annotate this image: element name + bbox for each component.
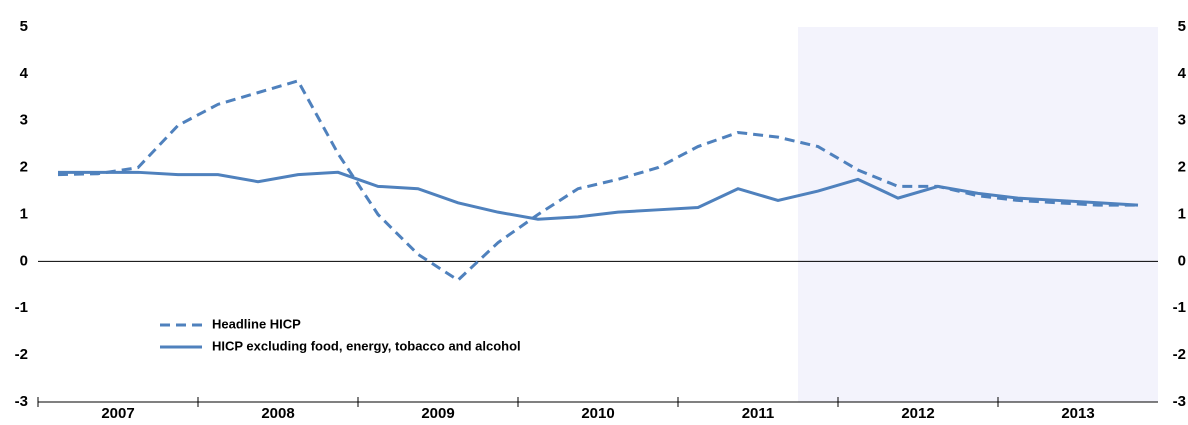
y2-tick-label: 4 bbox=[1178, 65, 1187, 82]
x-tick-label: 2010 bbox=[581, 405, 614, 422]
y-tick-label: 2 bbox=[20, 159, 28, 176]
y-tick-label: -3 bbox=[15, 393, 28, 410]
y-tick-label: 4 bbox=[20, 65, 29, 82]
x-tick-label: 2013 bbox=[1061, 405, 1094, 422]
series-line bbox=[58, 170, 1139, 221]
y-tick-label: 0 bbox=[20, 252, 28, 269]
y-tick-label: 5 bbox=[20, 18, 28, 35]
y2-tick-label: 0 bbox=[1178, 252, 1186, 269]
y2-tick-label: -3 bbox=[1173, 393, 1186, 410]
projection-shade bbox=[798, 27, 1158, 402]
y2-tick-label: -1 bbox=[1173, 299, 1186, 316]
y2-tick-label: 3 bbox=[1178, 112, 1186, 129]
x-tick-label: 2007 bbox=[101, 405, 134, 422]
y2-tick-label: 5 bbox=[1178, 18, 1186, 35]
y-tick-label: -1 bbox=[15, 299, 28, 316]
y2-tick-label: -2 bbox=[1173, 346, 1186, 363]
y-tick-label: 1 bbox=[20, 205, 28, 222]
y2-tick-label: 1 bbox=[1178, 205, 1186, 222]
x-tick-label: 2008 bbox=[261, 405, 294, 422]
y-tick-label: -2 bbox=[15, 346, 28, 363]
legend-label: HICP excluding food, energy, tobacco and… bbox=[212, 338, 521, 353]
y-tick-label: 3 bbox=[20, 112, 28, 129]
legend-label: Headline HICP bbox=[212, 316, 301, 331]
x-tick-label: 2009 bbox=[421, 405, 454, 422]
y2-tick-label: 2 bbox=[1178, 159, 1186, 176]
x-tick-label: 2011 bbox=[742, 405, 775, 422]
x-tick-label: 2012 bbox=[901, 405, 934, 422]
